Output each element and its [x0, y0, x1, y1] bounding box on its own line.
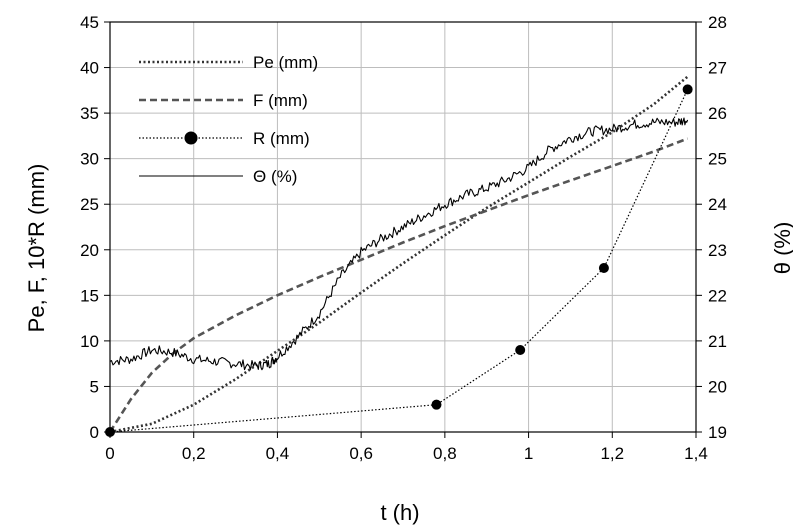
y-right-tick-label: 27 — [708, 59, 727, 78]
ticks: 0 0,2 0,4 0,6 0,8 1 1,2 1,4 0 5 10 15 20 25 30 35 40 45 19… — [80, 13, 727, 463]
y-left-tick-label: 25 — [80, 195, 99, 214]
y-left-tick-label: 45 — [80, 13, 99, 32]
y-right-tick-label: 26 — [708, 104, 727, 123]
series-marker — [682, 84, 693, 95]
series-line-2 — [108, 137, 689, 433]
y-left-tick-label: 10 — [80, 332, 99, 351]
x-tick-label: 0 — [105, 444, 114, 463]
legend-marker — [184, 131, 198, 145]
y-right-tick-label: 21 — [708, 332, 727, 351]
legend-label: F (mm) — [253, 91, 308, 110]
x-axis-title: t (h) — [380, 500, 419, 525]
series-layer — [105, 75, 693, 437]
series-marker — [431, 399, 442, 410]
series-marker — [515, 345, 526, 355]
y-right-axis-title: θ (%) — [770, 222, 793, 275]
x-tick-label: 0,4 — [266, 444, 290, 463]
legend-label: R (mm) — [253, 129, 310, 148]
y-left-tick-label: 0 — [90, 423, 99, 442]
y-left-axis-title: Pe, F, 10*R (mm) — [24, 164, 49, 333]
legend-label: Pe (mm) — [253, 53, 318, 72]
y-right-tick-label: 22 — [708, 286, 727, 305]
series-line-1 — [109, 75, 689, 434]
x-tick-label: 0,6 — [349, 444, 373, 463]
y-right-tick-label: 23 — [708, 241, 727, 260]
x-tick-label: 1,2 — [600, 444, 624, 463]
y-right-tick-label: 24 — [708, 195, 727, 214]
plot-frame — [109, 21, 697, 433]
grid — [109, 21, 697, 433]
x-tick-label: 1,4 — [684, 444, 708, 463]
legend: Pe (mm) F (mm) R (mm) Θ (%) — [139, 53, 318, 186]
y-left-tick-label: 15 — [80, 286, 99, 305]
y-right-tick-label: 28 — [708, 13, 727, 32]
series-marker — [598, 263, 609, 273]
x-tick-label: 0,2 — [182, 444, 206, 463]
y-right-tick-label: 19 — [708, 423, 727, 442]
legend-label: Θ (%) — [253, 167, 297, 186]
x-tick-label: 1 — [524, 444, 533, 463]
y-left-tick-label: 35 — [80, 104, 99, 123]
y-right-tick-label: 25 — [708, 150, 727, 169]
y-left-tick-label: 30 — [80, 150, 99, 169]
y-left-tick-label: 20 — [80, 241, 99, 260]
y-left-tick-label: 40 — [80, 59, 99, 78]
y-left-tick-label: 5 — [90, 377, 99, 396]
x-tick-label: 0,8 — [433, 444, 457, 463]
y-right-tick-label: 20 — [708, 377, 727, 396]
series-line-4 — [109, 117, 689, 371]
